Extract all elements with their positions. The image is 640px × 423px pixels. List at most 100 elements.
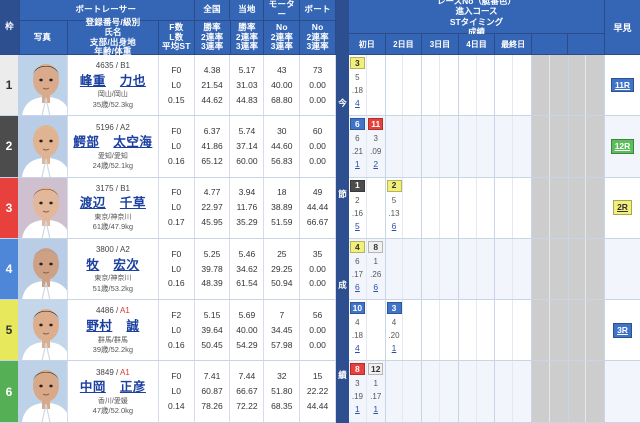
- race-result-link[interactable]: 2: [373, 159, 379, 170]
- race-slot: [569, 55, 587, 116]
- racer-name-link[interactable]: 牧宏次: [86, 257, 140, 272]
- header-f-group: F数 L数 平均ST: [158, 21, 195, 55]
- race-no-badge[interactable]: 3: [386, 302, 402, 315]
- race-slot: [440, 361, 458, 421]
- day-column-4: [459, 361, 496, 422]
- lane-number-1: 1: [0, 55, 18, 116]
- race-result-link[interactable]: 6: [391, 220, 397, 231]
- race-slot: [586, 300, 604, 360]
- race-slot: [477, 55, 495, 115]
- race-result-link[interactable]: 1: [373, 404, 379, 415]
- day-header-3[interactable]: 3日目: [422, 34, 459, 54]
- header-l-count: L数: [169, 31, 184, 42]
- race-result-link[interactable]: 6: [373, 281, 379, 292]
- racer-profile-cell: 3849 / A1 中岡 正彦 香川/愛媛 47歳/52.0kg: [67, 361, 159, 422]
- race-slot: 3 5 .18 4: [349, 55, 367, 116]
- motor-cell-line-2: 34.45: [271, 324, 293, 335]
- racer-photo: [17, 177, 68, 238]
- race-no-badge[interactable]: 2: [386, 179, 402, 192]
- hayami-cell: [605, 238, 640, 301]
- race-slot: [569, 177, 587, 238]
- race-slot: [422, 361, 440, 422]
- zenkoku-cell-line-1: 7.41: [203, 371, 221, 382]
- race-result-link[interactable]: 1: [355, 159, 360, 170]
- race-no-badge[interactable]: 6: [349, 118, 365, 131]
- race-no-badge[interactable]: 10: [349, 302, 365, 315]
- race-slot: 8 1 .26 6: [367, 239, 385, 299]
- zenkoku-cell-line-2: 41.86: [201, 141, 223, 151]
- vertical-label-char-1: 節: [338, 188, 347, 199]
- entry-course: 1: [373, 379, 378, 389]
- race-slot: [440, 178, 458, 238]
- hayami-race-tag[interactable]: 2R: [613, 200, 632, 215]
- race-slot: 10 4 .18 4: [349, 300, 367, 361]
- flying-st-cell: F0 L0 0.14: [158, 361, 195, 422]
- race-no-badge[interactable]: 8: [349, 363, 365, 376]
- header-motor-2rate: 2連率: [270, 31, 294, 42]
- racer-name-link[interactable]: 鰐部 太空海: [73, 134, 153, 149]
- race-no-badge[interactable]: 8: [368, 240, 384, 253]
- hayami-race-tag[interactable]: 3R: [613, 323, 632, 338]
- race-result-link[interactable]: 4: [355, 343, 360, 354]
- st-timing: .17: [370, 392, 382, 402]
- entry-course: 5: [355, 73, 360, 82]
- racer-info-panel: 枠 ボートレーサー 全国 当地 モーター ボート 写真 登録番号/級別 氏名 支…: [0, 0, 337, 423]
- day-header-5[interactable]: 最終日: [495, 34, 532, 54]
- race-slot: [422, 55, 440, 116]
- day-column-3: [422, 55, 459, 116]
- boat-cell-line-2: 22.22: [306, 386, 329, 397]
- boat-cell-line-3: 66.67: [306, 217, 329, 228]
- day-header-6[interactable]: [531, 34, 569, 54]
- race-no-badge[interactable]: 3: [349, 57, 365, 69]
- vertical-label-char-3: 績: [338, 370, 347, 381]
- race-result-link[interactable]: 6: [355, 281, 360, 292]
- flying-st-cell-line-2: L0: [171, 202, 182, 213]
- racer-name-link[interactable]: 中岡 正彦: [79, 380, 146, 395]
- racer-profile-cell: 3175 / B1 渡辺 千草 東京/神奈川 61歳/47.9kg: [67, 177, 159, 238]
- hayami-race-tag[interactable]: 12R: [610, 139, 635, 154]
- race-no-badge[interactable]: 12: [368, 363, 384, 376]
- race-slot: [495, 361, 514, 422]
- race-slot: [550, 55, 568, 115]
- racer-profile-cell: 4486 / A1 野村誠群馬/群馬 39歳/52.2kg: [67, 300, 159, 361]
- race-no-badge[interactable]: 11: [368, 118, 384, 131]
- boat-cell-line-1: 60: [312, 126, 323, 137]
- race-result-link[interactable]: 1: [355, 404, 360, 415]
- zenkoku-cell: 7.41 60.87 78.26: [194, 361, 231, 422]
- lane-number-2: 2: [0, 116, 18, 177]
- flying-st-cell: F0 L0 0.17: [158, 177, 195, 238]
- header-zen-2rate: 2連率: [200, 31, 224, 42]
- day-header-1[interactable]: 初日: [349, 34, 386, 54]
- results-header-line-2: 進入コース: [455, 6, 498, 17]
- zenkoku-cell-line-3: 78.26: [201, 401, 223, 412]
- race-slot: [386, 55, 404, 116]
- day-header-7[interactable]: [568, 34, 606, 54]
- race-no-badge[interactable]: 1: [349, 179, 365, 192]
- race-slot: [532, 300, 550, 361]
- racer-photo: [17, 300, 68, 361]
- day-header-2[interactable]: 2日目: [385, 34, 423, 54]
- boat-cell-line-3: 0.00: [309, 278, 326, 289]
- hayami-race-tag[interactable]: 11R: [610, 77, 635, 93]
- boat-cell-line-3: 0.00: [309, 339, 326, 350]
- day-column-5: [495, 177, 532, 238]
- race-result-link[interactable]: 4: [355, 98, 360, 108]
- day-column-2: 2 5 .13 6: [386, 177, 423, 238]
- race-slot: [513, 361, 531, 421]
- racer-age-weight: 35歳/52.3kg: [92, 99, 134, 109]
- race-result-link[interactable]: 1: [391, 343, 397, 354]
- racer-name-link[interactable]: 峰重 力也: [79, 73, 146, 88]
- flying-st-cell-line-2: L0: [171, 79, 182, 90]
- st-timing: .17: [351, 269, 363, 279]
- racer-name-link[interactable]: 渡辺 千草: [79, 196, 146, 211]
- race-slot: [495, 238, 514, 300]
- race-result-link[interactable]: 5: [355, 220, 360, 231]
- day-header-4[interactable]: 4日目: [458, 34, 496, 54]
- race-no-badge[interactable]: 4: [349, 240, 365, 253]
- racer-origin: 東京/神奈川: [94, 214, 132, 222]
- day-column-6: [531, 177, 569, 238]
- hayami-cell: 3R: [605, 300, 640, 362]
- race-result-row: 3 5 .18 4: [349, 55, 606, 117]
- race-slot: 8 3 .19 1: [349, 361, 367, 422]
- racer-name-link[interactable]: 野村誠: [86, 318, 140, 333]
